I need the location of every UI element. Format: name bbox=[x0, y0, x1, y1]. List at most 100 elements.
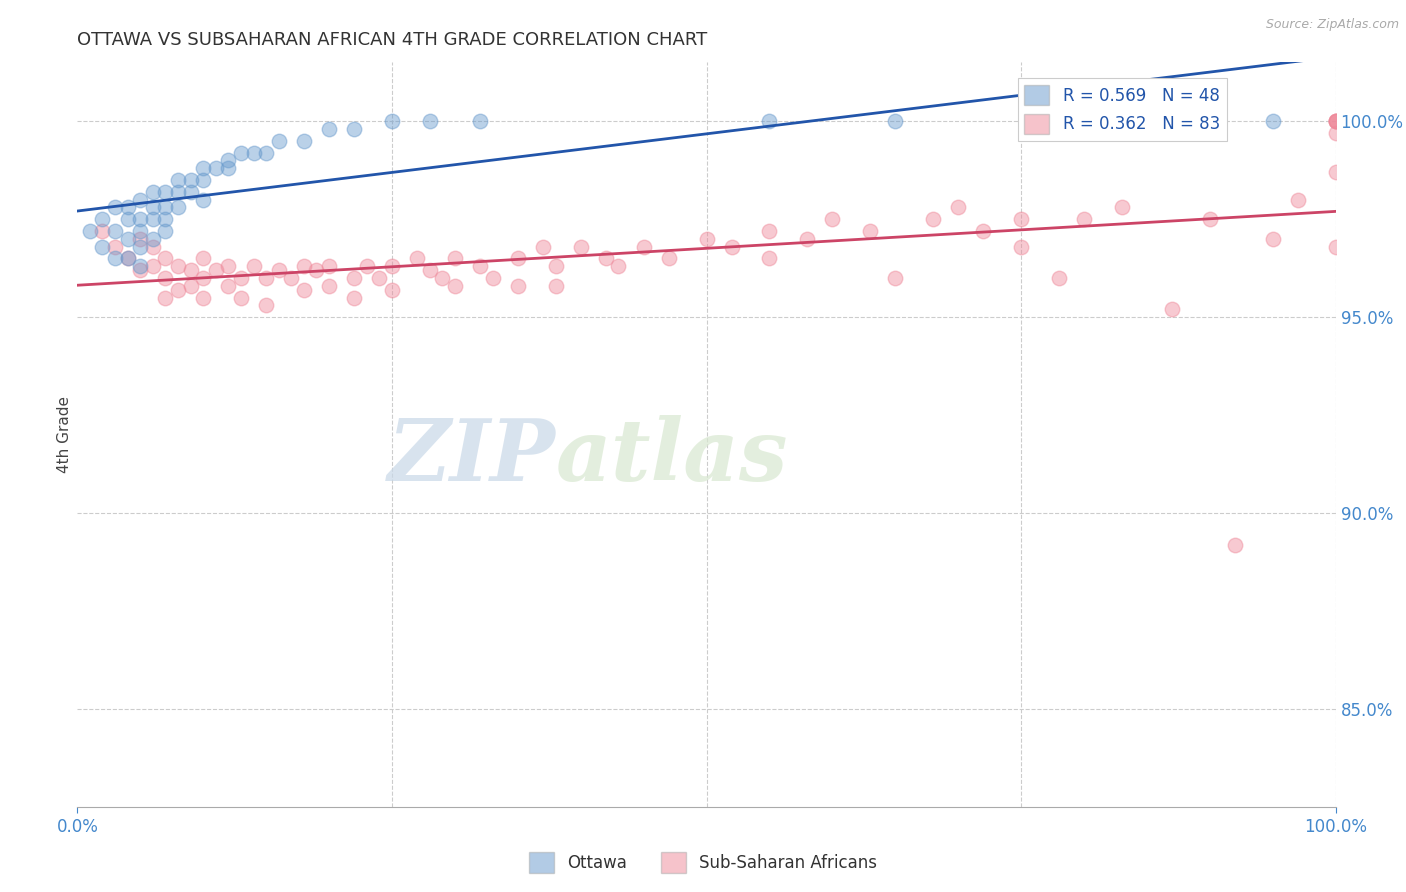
Point bbox=[191, 252, 215, 266]
Point bbox=[155, 201, 177, 215]
Point bbox=[1010, 240, 1032, 254]
Point bbox=[129, 212, 152, 227]
Point bbox=[104, 240, 127, 254]
Point bbox=[406, 252, 429, 266]
Point bbox=[155, 291, 177, 305]
Point bbox=[91, 212, 114, 227]
Point bbox=[343, 122, 366, 136]
Point bbox=[821, 212, 844, 227]
Point bbox=[142, 260, 165, 274]
Point bbox=[544, 260, 567, 274]
Point bbox=[633, 240, 655, 254]
Point bbox=[292, 260, 315, 274]
Point bbox=[922, 212, 945, 227]
Point bbox=[1047, 271, 1070, 285]
Point bbox=[242, 260, 264, 274]
Point bbox=[155, 185, 177, 199]
Point bbox=[254, 271, 277, 285]
Legend: Ottawa, Sub-Saharan Africans: Ottawa, Sub-Saharan Africans bbox=[523, 846, 883, 880]
Point bbox=[91, 240, 114, 254]
Point bbox=[419, 114, 441, 128]
Point bbox=[79, 224, 101, 238]
Point bbox=[758, 114, 780, 128]
Point bbox=[1324, 114, 1347, 128]
Point bbox=[180, 173, 202, 187]
Legend: R = 0.569   N = 48, R = 0.362   N = 83: R = 0.569 N = 48, R = 0.362 N = 83 bbox=[1018, 78, 1226, 141]
Point bbox=[343, 271, 366, 285]
Point bbox=[280, 271, 302, 285]
Point bbox=[267, 263, 290, 277]
Point bbox=[1324, 114, 1347, 128]
Point bbox=[129, 232, 152, 246]
Point bbox=[117, 212, 139, 227]
Point bbox=[884, 271, 907, 285]
Point bbox=[104, 252, 127, 266]
Point bbox=[155, 212, 177, 227]
Point bbox=[217, 279, 239, 293]
Point bbox=[217, 161, 239, 176]
Point bbox=[191, 193, 215, 207]
Point bbox=[117, 232, 139, 246]
Point bbox=[444, 252, 467, 266]
Point bbox=[356, 260, 378, 274]
Point bbox=[204, 263, 226, 277]
Point bbox=[381, 114, 404, 128]
Point bbox=[191, 271, 215, 285]
Point bbox=[129, 224, 152, 238]
Point bbox=[142, 232, 165, 246]
Point bbox=[432, 271, 454, 285]
Point bbox=[972, 224, 994, 238]
Point bbox=[1324, 126, 1347, 140]
Point bbox=[292, 283, 315, 297]
Point bbox=[104, 201, 127, 215]
Point bbox=[1261, 232, 1284, 246]
Point bbox=[758, 224, 780, 238]
Point bbox=[318, 122, 340, 136]
Y-axis label: 4th Grade: 4th Grade bbox=[56, 396, 72, 474]
Point bbox=[167, 283, 190, 297]
Point bbox=[167, 201, 190, 215]
Point bbox=[217, 153, 239, 168]
Point bbox=[506, 252, 529, 266]
Point bbox=[217, 260, 239, 274]
Point bbox=[104, 224, 127, 238]
Point bbox=[1324, 240, 1347, 254]
Point bbox=[155, 271, 177, 285]
Point bbox=[884, 114, 907, 128]
Point bbox=[468, 260, 491, 274]
Point bbox=[142, 185, 165, 199]
Point bbox=[180, 185, 202, 199]
Point bbox=[129, 260, 152, 274]
Point bbox=[1223, 538, 1246, 552]
Point bbox=[117, 201, 139, 215]
Point bbox=[419, 263, 441, 277]
Point bbox=[117, 252, 139, 266]
Point bbox=[720, 240, 742, 254]
Point bbox=[658, 252, 681, 266]
Point bbox=[167, 260, 190, 274]
Point bbox=[292, 134, 315, 148]
Point bbox=[318, 260, 340, 274]
Point bbox=[142, 240, 165, 254]
Point bbox=[254, 298, 277, 312]
Point bbox=[1199, 212, 1222, 227]
Point bbox=[696, 232, 718, 246]
Point bbox=[1111, 201, 1133, 215]
Point bbox=[1324, 165, 1347, 179]
Point bbox=[468, 114, 491, 128]
Point bbox=[229, 291, 252, 305]
Point bbox=[155, 252, 177, 266]
Text: OTTAWA VS SUBSAHARAN AFRICAN 4TH GRADE CORRELATION CHART: OTTAWA VS SUBSAHARAN AFRICAN 4TH GRADE C… bbox=[77, 31, 707, 49]
Point bbox=[1324, 114, 1347, 128]
Point bbox=[444, 279, 467, 293]
Point bbox=[381, 260, 404, 274]
Point bbox=[481, 271, 503, 285]
Point bbox=[129, 240, 152, 254]
Point bbox=[318, 279, 340, 293]
Point bbox=[544, 279, 567, 293]
Point bbox=[948, 201, 970, 215]
Point bbox=[381, 283, 404, 297]
Point bbox=[595, 252, 617, 266]
Point bbox=[155, 224, 177, 238]
Point bbox=[191, 161, 215, 176]
